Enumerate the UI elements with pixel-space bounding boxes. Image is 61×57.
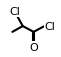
Text: Cl: Cl [10,7,20,17]
Text: Cl: Cl [44,21,55,31]
Text: O: O [29,42,38,52]
